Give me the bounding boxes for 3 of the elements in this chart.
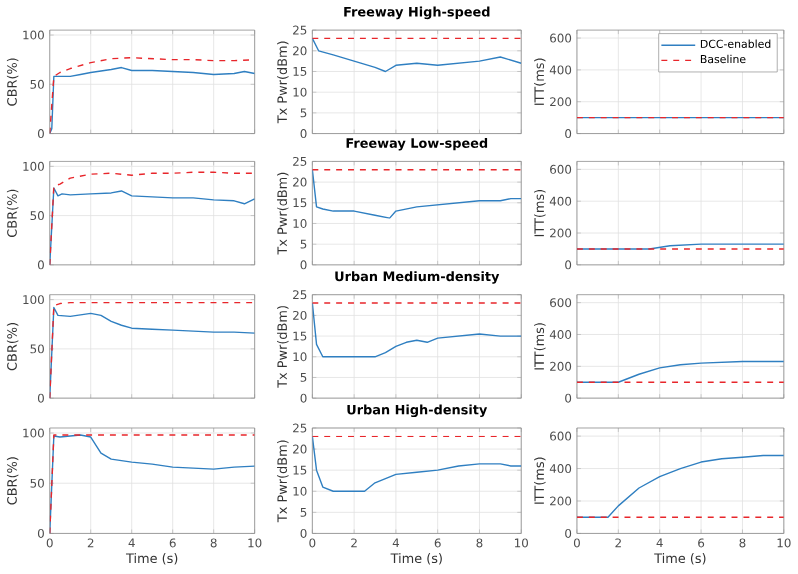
line-series — [49, 434, 255, 534]
line-series — [312, 436, 522, 493]
line-series — [49, 171, 255, 266]
